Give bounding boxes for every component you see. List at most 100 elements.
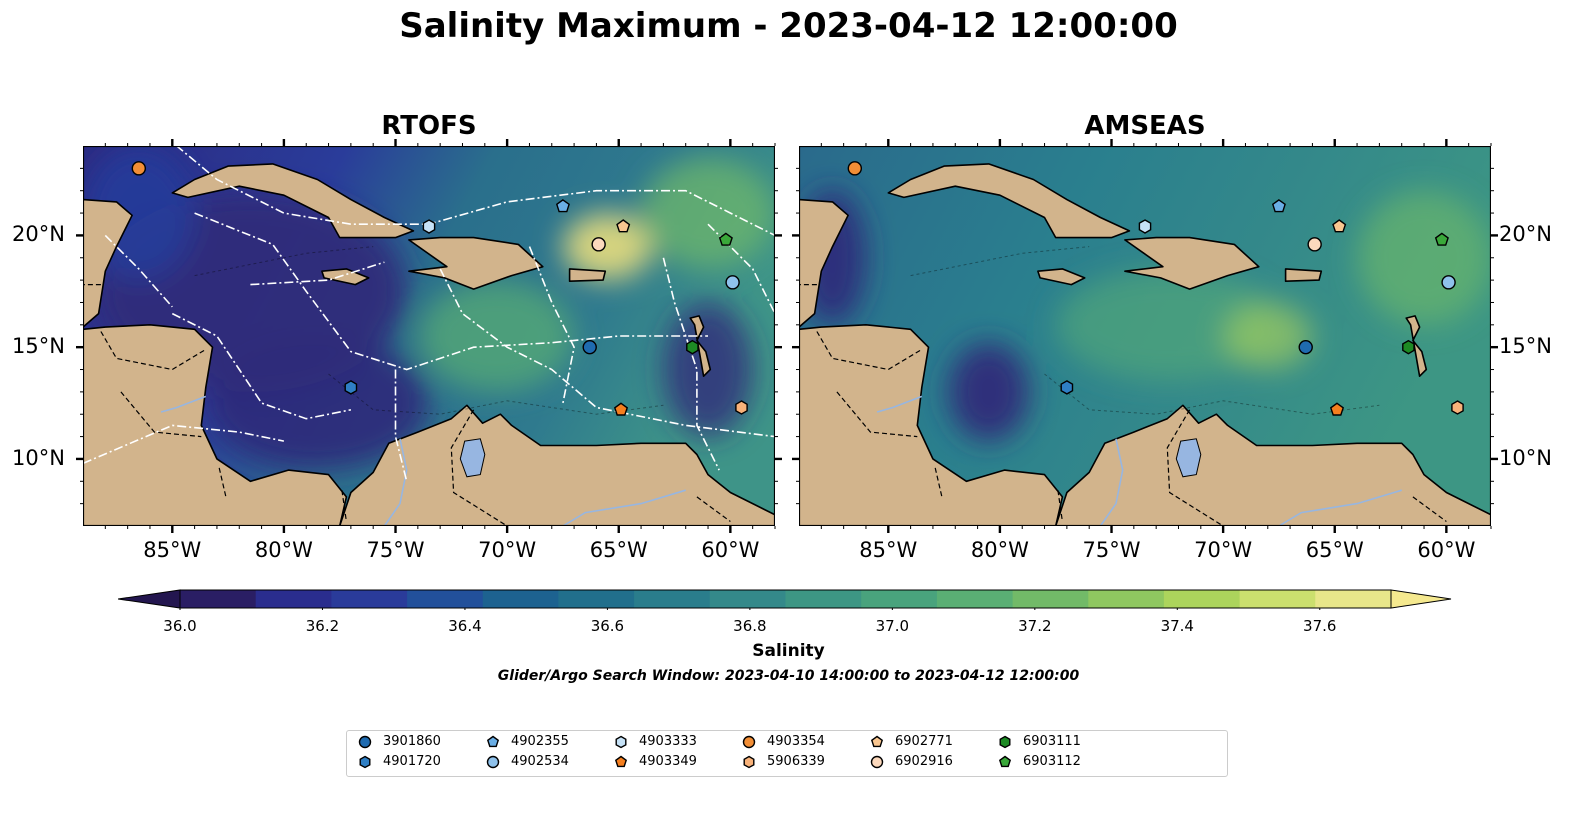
legend-marker-icon [998, 755, 1012, 768]
colorbar-bin [709, 590, 787, 608]
river [562, 489, 686, 526]
river [383, 438, 408, 526]
float-6902916 [1307, 237, 1322, 252]
legend-marker-icon [486, 755, 500, 769]
jamaica-land [1037, 268, 1086, 286]
map-frame [83, 146, 775, 526]
eez-boundary [528, 246, 575, 404]
float-4901720 [344, 380, 358, 395]
float-6903112 [1434, 232, 1449, 246]
salinity-patch [417, 280, 575, 392]
map-panel-amseas[interactable] [792, 139, 1498, 533]
legend-marker-pentagon [998, 755, 1012, 768]
legend-label: 4901720 [383, 754, 441, 769]
salinity-patch [641, 157, 775, 269]
hispaniola-land [408, 236, 544, 290]
eez-boundary [171, 312, 352, 420]
country-border [218, 467, 227, 498]
eez-boundary [83, 424, 285, 465]
country-border [1166, 409, 1224, 526]
legend-marker-pentagon [486, 735, 500, 748]
colorbar-tick-label: 36.8 [733, 617, 767, 635]
puerto-rico-land [1284, 268, 1323, 282]
float-3901860 [1298, 339, 1313, 355]
float-4902534 [1441, 275, 1456, 290]
map-panel-rtofs[interactable] [76, 139, 782, 533]
salinity-patch [1357, 190, 1491, 325]
legend-marker-pentagon [870, 735, 884, 748]
hispaniola-land [1124, 236, 1260, 290]
legend-marker-icon [615, 735, 627, 749]
legend-marker-hexagon [999, 735, 1011, 749]
colorbar-bin [558, 590, 635, 608]
lon-tick-label: 65°W [1305, 538, 1364, 562]
country-border [816, 331, 923, 371]
float-6902916 [591, 237, 606, 252]
salinity-patches [799, 190, 1491, 442]
river [876, 395, 923, 413]
lon-tick-label: 85°W [859, 538, 918, 562]
central-america-land [83, 324, 348, 526]
float-6902771 [1332, 219, 1347, 233]
lat-tick-label-left: 10°N [12, 445, 65, 470]
legend-item: 4901720 [357, 753, 441, 771]
legend-item: 6902916 [869, 753, 953, 771]
country-border [341, 490, 347, 522]
colorbar-bin [861, 590, 938, 608]
legend-item: 4903349 [613, 753, 697, 771]
legend-marker-icon [486, 735, 500, 748]
legend-item: 4903354 [741, 733, 825, 751]
colorbar-tick-label: 37.0 [875, 617, 910, 635]
salinity-patch [948, 342, 1029, 442]
colorbar-frame [179, 589, 1392, 609]
float-6903112 [718, 232, 733, 246]
legend-item: 6902771 [869, 733, 953, 751]
colorbar-label: Salinity [752, 641, 825, 661]
legend-marker-circle [358, 735, 372, 749]
legend-label: 4902534 [511, 754, 569, 769]
legend-marker-icon [870, 755, 884, 769]
country-border [1057, 490, 1063, 522]
colorbar-bin [331, 590, 408, 608]
legend-label: 4903349 [639, 754, 697, 769]
bathymetry-contour [910, 246, 1090, 277]
float-5906339 [1451, 400, 1464, 415]
colorbar-tick-label: 37.4 [1160, 617, 1194, 635]
float-4903333 [1138, 219, 1152, 234]
country-border [934, 467, 943, 498]
country-border [120, 391, 202, 438]
figure-title: Salinity Maximum - 2023-04-12 12:00:00 [399, 6, 1178, 46]
cuba-land [171, 163, 415, 239]
lat-tick-label-left: 15°N [12, 334, 65, 359]
map-canvas [799, 146, 1491, 526]
colorbar-tick-label: 36.4 [448, 617, 482, 635]
colorbar-bin [1088, 590, 1165, 608]
country-border [1412, 496, 1447, 522]
lat-tick-label-right: 15°N [1499, 334, 1552, 359]
colorbar-bin [1012, 590, 1089, 608]
colorbar-bin [634, 590, 711, 608]
float-4902355 [1271, 199, 1286, 213]
jamaica-land [321, 268, 370, 286]
legend-label: 4903333 [639, 734, 697, 749]
legend-marker-icon [359, 755, 371, 769]
legend-item: 3901860 [357, 733, 441, 751]
legend-label: 6903112 [1023, 754, 1081, 769]
colorbar-tick-label: 36.2 [305, 617, 340, 635]
salinity-patch [1223, 302, 1313, 370]
central-america-land [799, 324, 1064, 526]
lon-tick-label: 75°W [366, 538, 425, 562]
legend-marker-hexagon [743, 755, 755, 769]
float-legend: 3901860 4901720 4902355 4902534 4903333 49033… [346, 730, 1228, 777]
colorbar-bin [180, 590, 257, 608]
colorbar-tick-label: 36.0 [163, 617, 197, 635]
legend-marker-icon [870, 735, 884, 748]
lat-tick-label-right: 20°N [1499, 222, 1552, 247]
legend-item: 4902355 [485, 733, 569, 751]
legend-label: 5906339 [767, 754, 825, 769]
lesser-antilles-land [1405, 315, 1428, 377]
colorbar [118, 589, 1452, 610]
river [1099, 438, 1124, 526]
yucatan-land [799, 198, 849, 328]
colorbar-tick-label: 37.2 [1018, 617, 1052, 635]
